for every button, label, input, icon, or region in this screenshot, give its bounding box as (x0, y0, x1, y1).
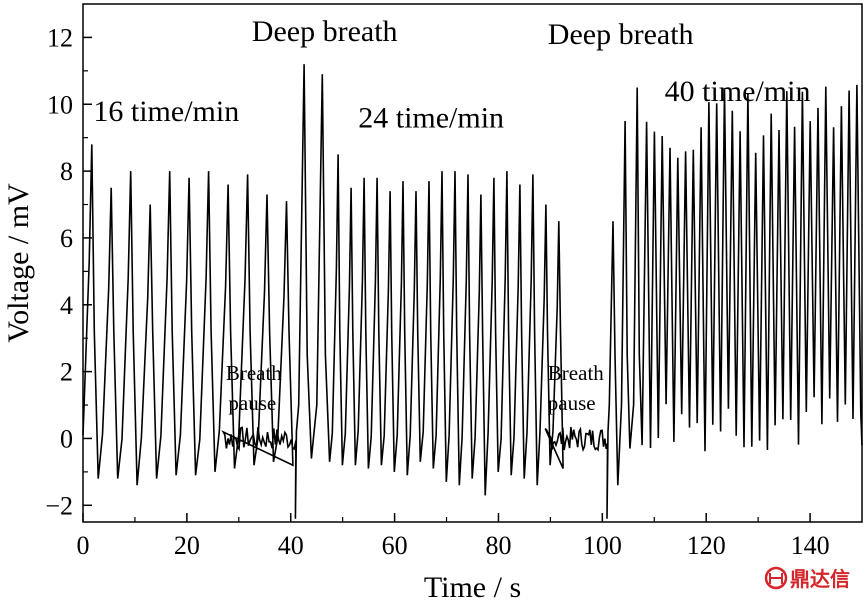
y-tick-label: 12 (47, 23, 73, 52)
y-tick-label: 2 (60, 358, 73, 387)
y-tick-label: −2 (45, 491, 73, 520)
y-tick-label: 8 (60, 157, 73, 186)
annotation-layer: 16 time/min Deep breath 24 time/min Breath p… (93, 15, 810, 415)
annotation-label: pause (228, 391, 276, 415)
x-tick-label: 140 (791, 531, 830, 560)
x-tick-label: 40 (278, 531, 304, 560)
y-tick-label: 6 (60, 224, 73, 253)
x-axis-title: Time / s (424, 571, 521, 600)
watermark-text: 鼎达信 (790, 567, 850, 591)
annotation-label: Deep breath (548, 18, 694, 51)
plot-frame (82, 3, 863, 523)
annotation-label: Breath (226, 361, 282, 385)
y-axis-title: Voltage / mV (2, 183, 35, 343)
x-tick-label: 0 (77, 531, 90, 560)
annotation-label: pause (548, 391, 596, 415)
annotation-label: Deep breath (252, 15, 398, 48)
x-tick-label: 60 (382, 531, 408, 560)
x-tick-label: 80 (485, 531, 511, 560)
y-tick-label: 0 (60, 424, 73, 453)
annotation-label: 24 time/min (358, 102, 504, 135)
x-tick-label: 120 (687, 531, 726, 560)
watermark: 鼎达信 (764, 566, 850, 591)
x-tick-label: 20 (174, 531, 200, 560)
ding-logo-icon (764, 566, 788, 590)
voltage-series-line (82, 64, 863, 519)
series-layer (82, 64, 863, 519)
annotation-label: 40 time/min (665, 75, 811, 108)
y-tick-label: 10 (47, 90, 73, 119)
x-tick-label: 100 (583, 531, 622, 560)
y-tick-label: 4 (60, 291, 73, 320)
annotation-label: Breath (548, 361, 604, 385)
annotation-label: 16 time/min (93, 95, 239, 128)
